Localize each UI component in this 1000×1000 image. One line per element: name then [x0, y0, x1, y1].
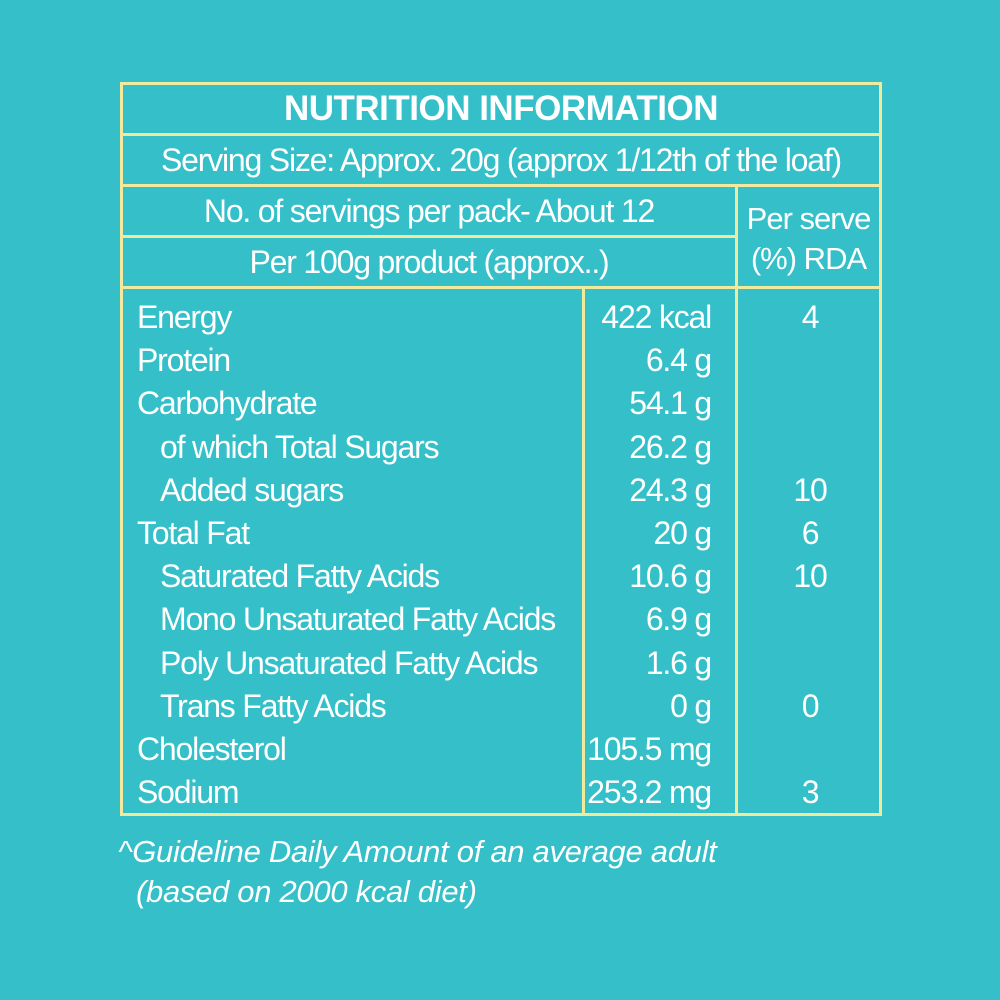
- table-row: Mono Unsaturated Fatty Acids 6.9 g: [123, 598, 879, 641]
- nutrient-rda: [738, 339, 882, 382]
- nutrient-name: Mono Unsaturated Fatty Acids: [160, 601, 556, 638]
- table-row: Cholesterol 105.5 mg: [123, 728, 879, 771]
- divider: [123, 235, 735, 238]
- nutrient-rda: 4: [801, 299, 820, 335]
- nutrient-name: Added sugars: [160, 471, 344, 508]
- footnote-line1: ^Guideline Daily Amount of an average ad…: [118, 834, 717, 869]
- serving-size: Serving Size: Approx. 20g (approx 1/12th…: [161, 141, 842, 178]
- nutrient-name: Carbohydrate: [137, 385, 318, 422]
- footnote-line2: (based on 2000 kcal diet): [136, 874, 477, 909]
- nutrient-rda: 10: [793, 471, 827, 508]
- table-row: Protein 6.4 g: [123, 339, 879, 382]
- nutrient-name: of which Total Sugars: [160, 428, 440, 465]
- nutrient-value: 253.2 mg: [587, 774, 712, 811]
- nutrient-name: Cholesterol: [137, 730, 287, 767]
- table-row: Carbohydrate 54.1 g: [123, 382, 879, 425]
- nutrient-rows: Energy 422 kcal 4 Protein 6.4 g Carbohyd…: [123, 296, 879, 814]
- nutrient-rda: [738, 598, 882, 641]
- nutrient-value: 26.2 g: [629, 428, 712, 465]
- divider: [123, 133, 879, 136]
- nutrient-name: Energy: [137, 299, 232, 335]
- nutrient-rda: [738, 642, 882, 685]
- nutrient-rda: 0: [801, 687, 820, 724]
- servings-per-pack: No. of servings per pack- About 12: [203, 192, 655, 229]
- nutrient-name: Sodium: [137, 774, 240, 811]
- nutrient-value: 20 g: [653, 514, 713, 551]
- nutrient-name: Total Fat: [137, 514, 250, 551]
- nutrient-rda: 3: [801, 774, 820, 811]
- rda-header-line2: (%) RDA: [750, 241, 867, 276]
- rda-header: Per serve (%) RDA: [738, 193, 879, 285]
- nutrient-rda: [738, 426, 882, 469]
- nutrient-name: Saturated Fatty Acids: [160, 558, 440, 595]
- nutrient-rda: [738, 728, 882, 771]
- table-row: Sodium 253.2 mg 3: [123, 771, 879, 814]
- rda-header-line1: Per serve: [746, 201, 872, 236]
- nutrient-value: 10.6 g: [629, 558, 712, 595]
- table-row: Added sugars 24.3 g 10: [123, 469, 879, 512]
- divider: [582, 289, 585, 813]
- nutrient-name: Trans Fatty Acids: [160, 687, 387, 724]
- nutrient-value: 0 g: [670, 687, 712, 724]
- nutrient-value: 6.9 g: [645, 601, 712, 638]
- nutrient-name: Poly Unsaturated Fatty Acids: [160, 644, 538, 681]
- table-row: Energy 422 kcal 4: [123, 296, 879, 339]
- table-row: Poly Unsaturated Fatty Acids 1.6 g: [123, 642, 879, 685]
- nutrient-rda: 10: [793, 558, 827, 595]
- per-100g-header: Per 100g product (approx..): [249, 243, 610, 280]
- table-row: of which Total Sugars 26.2 g: [123, 426, 879, 469]
- footnote: ^Guideline Daily Amount of an average ad…: [118, 832, 717, 912]
- table-row: Trans Fatty Acids 0 g 0: [123, 685, 879, 728]
- nutrient-value: 1.6 g: [645, 644, 712, 681]
- table-title: NUTRITION INFORMATION: [283, 89, 719, 128]
- nutrient-rda: 6: [801, 514, 820, 551]
- nutrient-value: 105.5 mg: [587, 730, 712, 767]
- nutrient-rda: [738, 382, 882, 425]
- nutrient-name: Protein: [137, 342, 231, 379]
- nutrient-value: 422 kcal: [601, 299, 712, 335]
- nutrient-value: 24.3 g: [629, 471, 712, 508]
- divider: [123, 184, 879, 187]
- table-row: Saturated Fatty Acids 10.6 g 10: [123, 555, 879, 598]
- nutrition-table: NUTRITION INFORMATION Serving Size: Appr…: [120, 82, 882, 816]
- divider: [735, 184, 738, 813]
- divider: [123, 286, 879, 289]
- nutrient-value: 54.1 g: [629, 385, 712, 422]
- table-row: Total Fat 20 g 6: [123, 512, 879, 555]
- nutrient-value: 6.4 g: [645, 342, 712, 379]
